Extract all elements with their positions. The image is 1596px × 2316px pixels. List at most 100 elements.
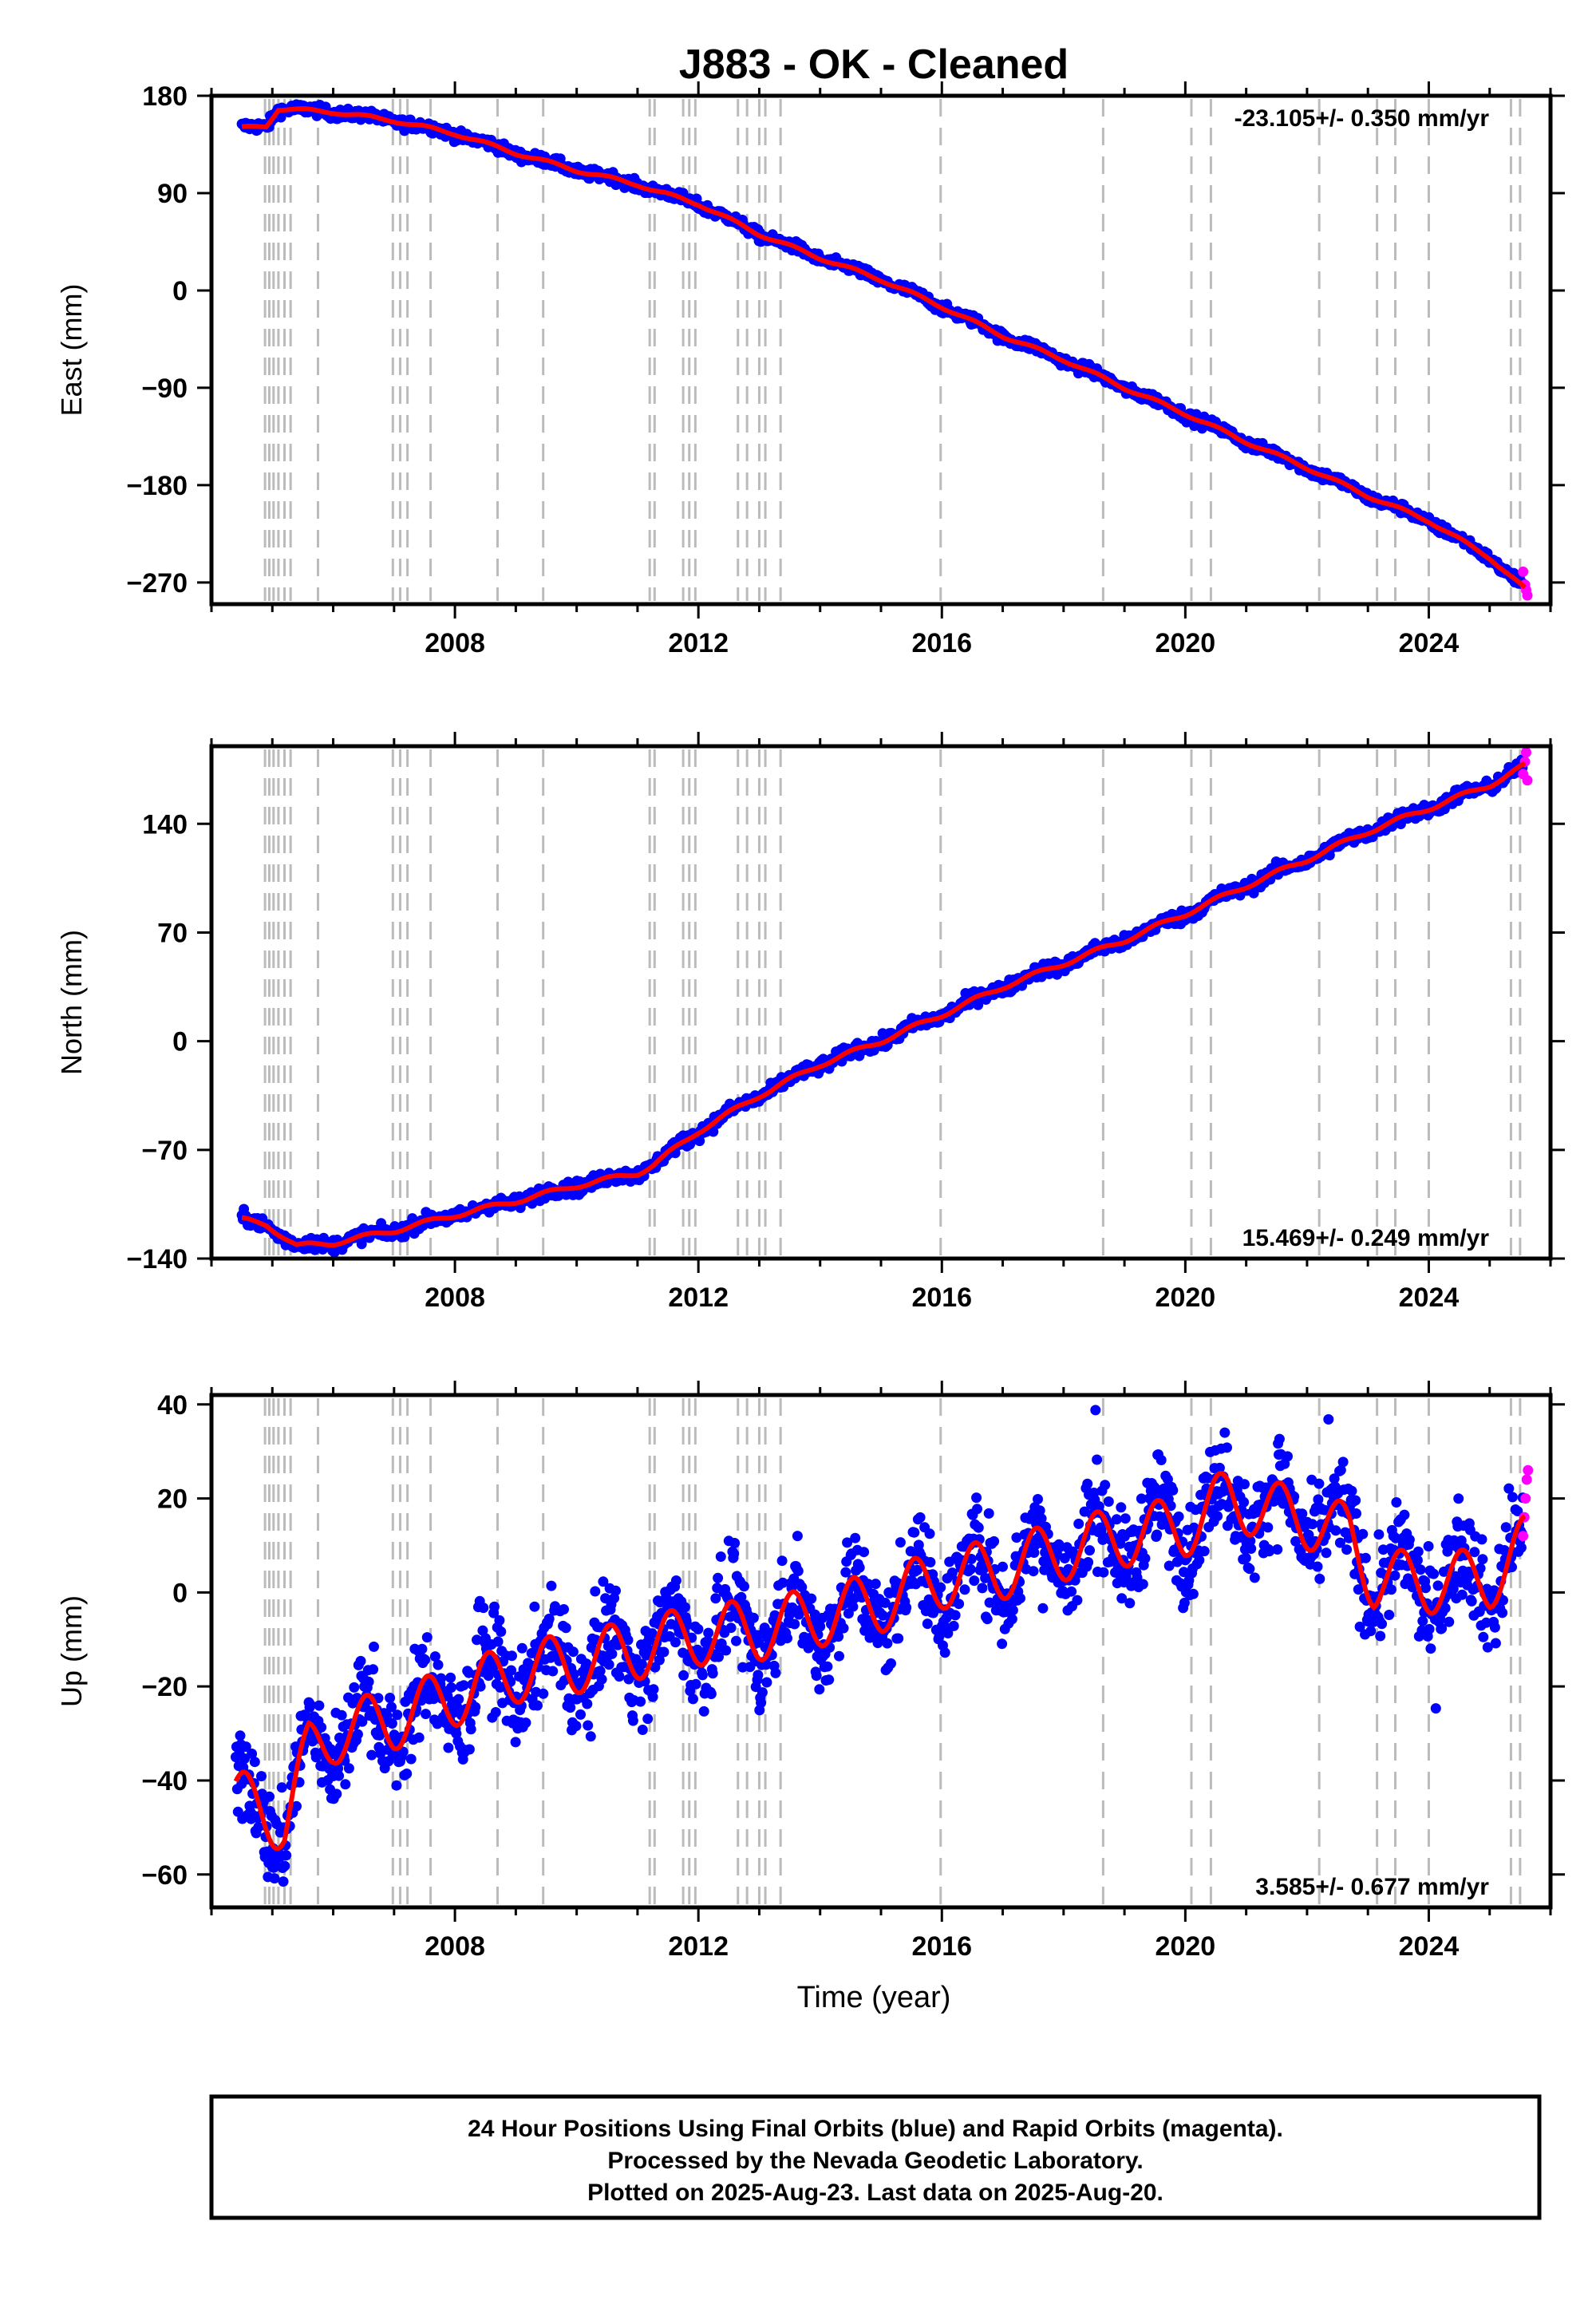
data-point <box>571 1721 582 1732</box>
rate-label: 3.585+/- 0.677 mm/yr <box>1255 1874 1489 1900</box>
data-point <box>1399 1509 1410 1520</box>
data-point <box>870 1579 881 1590</box>
data-point <box>368 1664 379 1675</box>
y-axis-label: North (mm) <box>55 930 88 1075</box>
footer-line-1: 24 Hour Positions Using Final Orbits (bl… <box>468 2116 1283 2142</box>
x-tick-label: 2016 <box>911 628 972 658</box>
data-point <box>1389 1570 1400 1581</box>
data-point <box>478 1603 489 1614</box>
data-point <box>1100 1480 1111 1491</box>
data-point <box>494 1614 505 1626</box>
y-tick-label: 0 <box>172 276 188 306</box>
x-tick-label: 2020 <box>1156 628 1216 658</box>
data-point <box>1330 1525 1341 1536</box>
x-tick-label: 2012 <box>668 628 729 658</box>
data-point <box>705 1689 717 1699</box>
final-orbit-points <box>231 1405 1528 1887</box>
y-tick-label: 70 <box>157 918 188 948</box>
footer-box: 24 Hour Positions Using Final Orbits (bl… <box>209 2094 1542 2220</box>
data-point <box>748 1612 759 1623</box>
data-point <box>1476 1534 1487 1545</box>
data-point <box>276 1782 287 1793</box>
data-point <box>946 1567 958 1579</box>
x-tick-label: 2020 <box>1156 1282 1216 1313</box>
data-point <box>1415 1564 1426 1575</box>
data-point <box>1246 1543 1257 1554</box>
data-point <box>559 1604 569 1614</box>
data-point <box>249 1757 260 1768</box>
data-point <box>1098 1567 1109 1578</box>
y-tick-label: 0 <box>172 1578 188 1608</box>
data-point <box>713 1572 724 1583</box>
data-point <box>281 1850 292 1861</box>
data-point <box>1238 1496 1250 1508</box>
data-point <box>854 1562 865 1573</box>
data-point <box>770 1667 781 1678</box>
data-point <box>811 1670 822 1682</box>
data-point <box>973 999 984 1010</box>
data-point <box>678 1670 689 1681</box>
data-point <box>707 1668 718 1679</box>
data-point <box>1453 1493 1464 1504</box>
data-point <box>1124 1598 1136 1609</box>
data-point <box>948 1620 959 1631</box>
data-point <box>334 1770 345 1781</box>
data-point <box>1120 1513 1131 1524</box>
data-point <box>983 1508 994 1519</box>
data-point <box>458 1680 469 1691</box>
data-point <box>1028 1566 1039 1577</box>
rate-label: -23.105+/- 0.350 mm/yr <box>1235 105 1490 132</box>
data-point <box>385 1693 396 1703</box>
x-axis-label: Time (year) <box>797 1981 951 2014</box>
x-tick-label: 2012 <box>668 1931 729 1962</box>
data-point <box>492 1636 504 1647</box>
data-point <box>331 1788 342 1800</box>
data-point <box>417 1643 428 1654</box>
data-point <box>496 1626 507 1637</box>
model-fit-line <box>241 761 1527 1248</box>
data-point <box>637 1725 648 1735</box>
data-point <box>1240 1552 1251 1563</box>
data-point <box>1341 1544 1353 1555</box>
data-point <box>1423 1541 1434 1551</box>
data-point <box>998 1561 1008 1572</box>
data-point <box>590 1586 601 1597</box>
y-tick-label: −20 <box>141 1672 188 1702</box>
data-point <box>725 1622 737 1634</box>
data-point <box>698 1705 709 1717</box>
data-point <box>1173 1511 1184 1522</box>
data-point <box>1377 1618 1388 1630</box>
data-point <box>1092 1454 1103 1465</box>
data-point <box>1497 1607 1508 1618</box>
data-point <box>693 1623 704 1634</box>
y-tick-label: 140 <box>142 809 188 840</box>
data-point <box>606 1648 618 1659</box>
x-tick-label: 2016 <box>911 1282 972 1313</box>
data-point <box>982 1614 993 1625</box>
data-point <box>1111 1514 1122 1525</box>
data-point <box>547 1666 559 1677</box>
rapid-point <box>1520 747 1531 758</box>
data-point <box>670 1637 681 1648</box>
data-point <box>922 1618 933 1630</box>
data-point <box>1412 1546 1424 1557</box>
data-point <box>1152 1529 1163 1540</box>
data-point <box>924 1528 935 1539</box>
data-point <box>895 1537 906 1548</box>
data-point <box>1360 1552 1371 1563</box>
data-point <box>954 1599 965 1610</box>
data-point <box>627 1715 638 1726</box>
data-point <box>776 1555 788 1567</box>
x-tick-label: 2024 <box>1399 1931 1460 1962</box>
data-point <box>859 1547 870 1558</box>
data-point <box>355 1655 366 1666</box>
data-point <box>925 1557 936 1567</box>
data-point <box>279 1860 290 1871</box>
data-point <box>1384 1610 1395 1620</box>
data-point <box>806 1593 817 1604</box>
plot-frame <box>209 744 1553 1261</box>
data-point <box>729 1548 740 1559</box>
data-point <box>935 1582 946 1593</box>
data-point <box>532 1700 543 1711</box>
data-point <box>585 1731 596 1742</box>
